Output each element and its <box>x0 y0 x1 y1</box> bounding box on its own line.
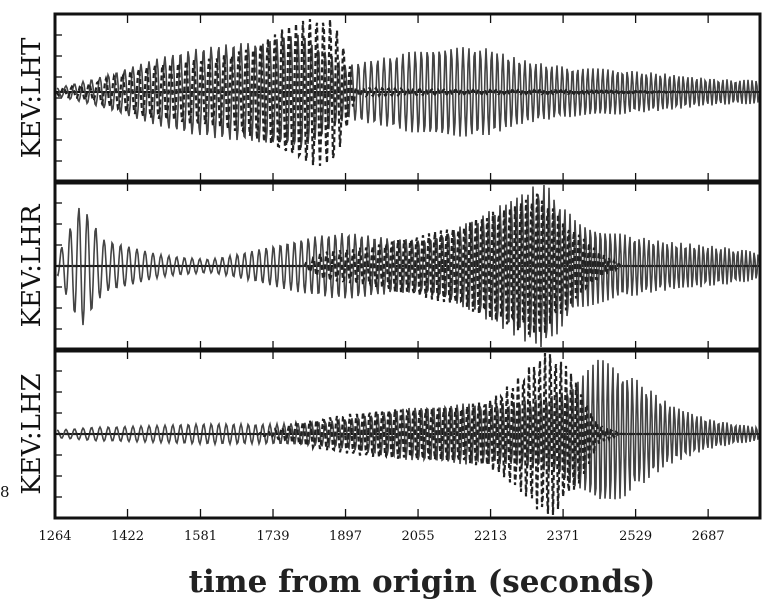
x-tick-label: 1264 <box>38 529 71 544</box>
x-tick-label: 1422 <box>111 529 144 544</box>
x-tick-label: 1739 <box>256 529 289 544</box>
x-tick-label: 2213 <box>474 529 507 544</box>
x-tick-labels: 1264 1422 1581 1739 1897 2055 2213 2371 2529 2687 <box>38 529 724 544</box>
trace-kev-lhr-solid <box>56 184 759 348</box>
x-tick-label: 1897 <box>329 529 362 544</box>
trace-kev-lhr-dashed <box>57 193 758 335</box>
trace-kev-lht-solid <box>56 34 759 148</box>
panel-label-lhz: KEV:LHZ <box>17 373 47 494</box>
trace-kev-lht-dashed <box>55 19 758 166</box>
x-tick-label: 2529 <box>619 529 652 544</box>
x-tick-label: 2371 <box>547 529 580 544</box>
trace-kev-lhz-solid <box>56 359 759 500</box>
panel-label-lhr: KEV:LHR <box>17 203 47 327</box>
x-axis-label: time from origin (seconds) <box>189 564 656 600</box>
x-tick-label: 1581 <box>184 529 217 544</box>
trace-group <box>55 19 759 516</box>
tick-marks <box>54 14 709 518</box>
panel-label-lht: KEV:LHT <box>17 37 47 158</box>
x-tick-label: 2055 <box>402 529 435 544</box>
trace-kev-lhz-dashed <box>57 352 758 516</box>
x-tick-label: 2687 <box>692 529 725 544</box>
stray-axis-digit: 8 <box>0 483 10 501</box>
